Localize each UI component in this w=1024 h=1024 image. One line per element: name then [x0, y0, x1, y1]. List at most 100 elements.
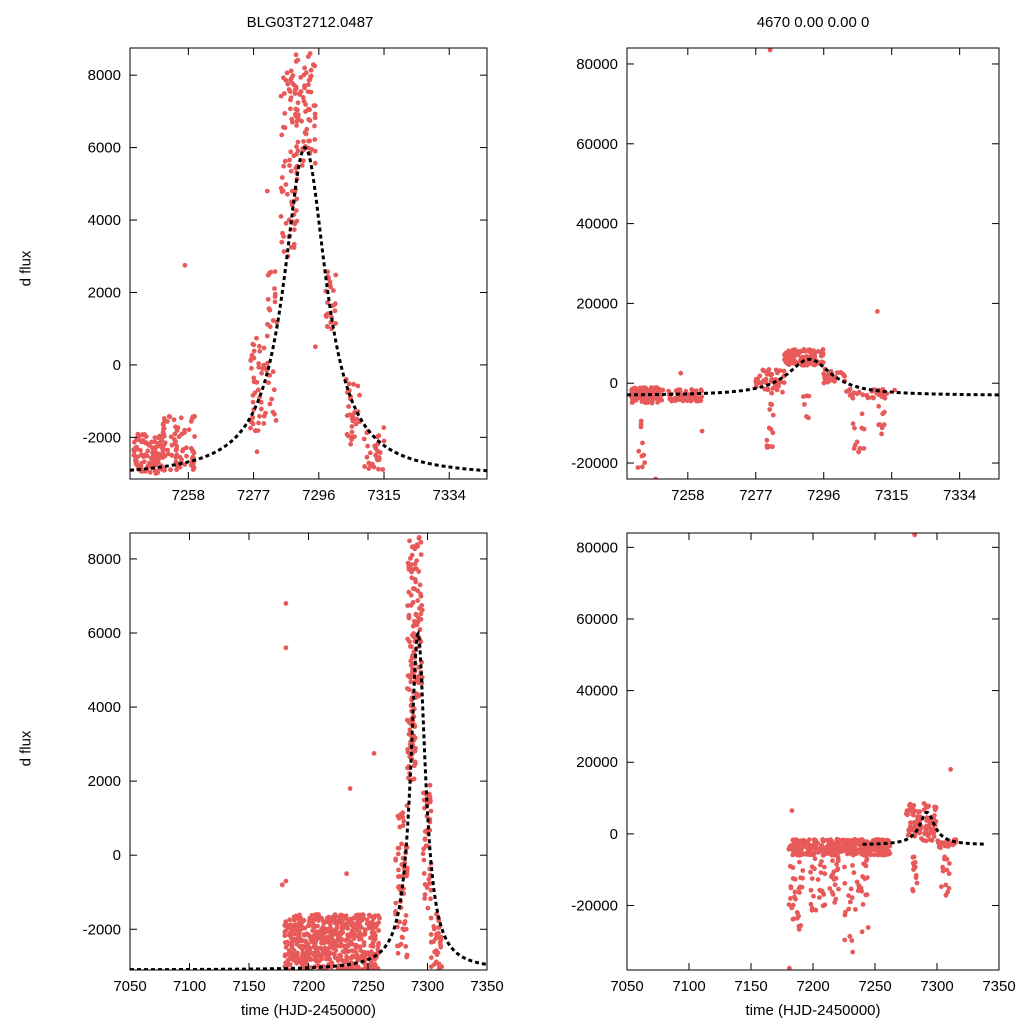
- data-point: [406, 673, 412, 678]
- data-point: [327, 279, 333, 285]
- data-point: [820, 837, 825, 842]
- data-point: [921, 807, 927, 813]
- plot-frame: [129, 47, 488, 480]
- data-point: [335, 958, 341, 963]
- data-point: [422, 896, 427, 901]
- data-point: [251, 375, 257, 381]
- data-point: [788, 896, 793, 901]
- data-point: [153, 462, 159, 468]
- data-point: [339, 925, 345, 931]
- data-point: [921, 801, 927, 806]
- data-point: [842, 880, 848, 886]
- y-tick-label: 40000: [576, 216, 618, 233]
- data-point: [417, 605, 422, 611]
- data-point: [826, 840, 832, 846]
- data-point: [291, 937, 297, 943]
- data-point: [349, 437, 354, 442]
- data-point: [306, 138, 311, 144]
- data-point: [270, 409, 276, 415]
- x-tick-label: 7296: [302, 487, 335, 504]
- data-point: [283, 878, 289, 884]
- data-point: [272, 299, 278, 305]
- data-point: [947, 861, 952, 866]
- data-point: [361, 436, 367, 442]
- data-point: [416, 535, 422, 540]
- data-point: [293, 84, 299, 90]
- data-point: [313, 344, 318, 350]
- data-point: [829, 889, 835, 895]
- data-point: [287, 930, 293, 936]
- data-point: [842, 937, 848, 943]
- data-point: [136, 437, 142, 442]
- data-point: [808, 901, 814, 907]
- panel-bottom-right: 7050 7100 7150 7200 7250 7300 7350 -20000 0 20000…: [571, 532, 1016, 995]
- data-point: [279, 239, 285, 245]
- data-point: [281, 249, 287, 254]
- x-tick-label: 7315: [875, 487, 908, 504]
- data-point: [405, 603, 410, 608]
- data-point: [796, 913, 801, 919]
- data-point: [134, 462, 140, 468]
- data-point: [429, 939, 434, 945]
- data-point: [350, 953, 355, 959]
- data-point: [355, 964, 361, 970]
- data-point: [376, 928, 381, 933]
- data-point: [283, 182, 289, 187]
- y-tick-label: 80000: [576, 56, 618, 73]
- data-point: [323, 956, 329, 962]
- data-point: [307, 118, 313, 123]
- data-point: [847, 933, 853, 939]
- data-point: [631, 386, 637, 391]
- x-tick-label: 7250: [858, 978, 891, 995]
- data-point: [281, 124, 286, 130]
- data-point: [397, 887, 403, 893]
- data-point: [821, 380, 827, 386]
- data-point: [638, 424, 644, 430]
- data-point: [413, 544, 419, 549]
- data-point: [881, 422, 887, 428]
- data-point: [358, 967, 364, 970]
- data-points-bottom-right: [786, 533, 959, 970]
- data-point: [799, 362, 805, 368]
- data-point: [285, 961, 291, 966]
- data-point: [825, 849, 831, 855]
- data-point: [396, 815, 402, 821]
- data-point: [678, 370, 684, 376]
- data-point: [306, 82, 311, 88]
- data-point: [151, 458, 157, 463]
- data-point: [907, 803, 912, 808]
- data-point: [273, 418, 279, 423]
- data-point: [783, 350, 789, 356]
- data-point: [257, 413, 262, 419]
- data-point: [770, 430, 776, 436]
- data-point: [852, 425, 857, 431]
- chart-title-left: BLG03T2712.0487: [246, 14, 374, 31]
- data-point: [946, 885, 952, 891]
- data-point: [372, 921, 377, 927]
- data-point: [769, 376, 775, 382]
- data-point: [283, 77, 289, 83]
- data-point: [349, 429, 355, 435]
- data-point: [248, 358, 254, 363]
- data-point: [301, 918, 307, 923]
- data-point: [288, 168, 294, 174]
- data-point: [381, 425, 387, 430]
- panel-top-left: 7258 7277 7296 7315 7334 -2000 0 2000 4000 6000 80…: [83, 47, 488, 504]
- data-point: [768, 401, 773, 407]
- data-point: [801, 839, 806, 845]
- data-point: [333, 929, 339, 935]
- data-point: [301, 98, 307, 104]
- x-tick-label: 7334: [943, 487, 976, 504]
- data-point: [417, 582, 423, 588]
- data-point: [312, 944, 318, 949]
- y-tick-label: 60000: [576, 136, 618, 153]
- data-point: [325, 919, 330, 925]
- data-point: [829, 873, 835, 878]
- data-point: [418, 593, 424, 599]
- data-point: [940, 864, 946, 870]
- data-point: [325, 311, 331, 317]
- data-point: [643, 389, 649, 395]
- y-tick-label: 8000: [88, 67, 121, 84]
- data-point: [821, 892, 827, 897]
- data-point: [405, 636, 410, 642]
